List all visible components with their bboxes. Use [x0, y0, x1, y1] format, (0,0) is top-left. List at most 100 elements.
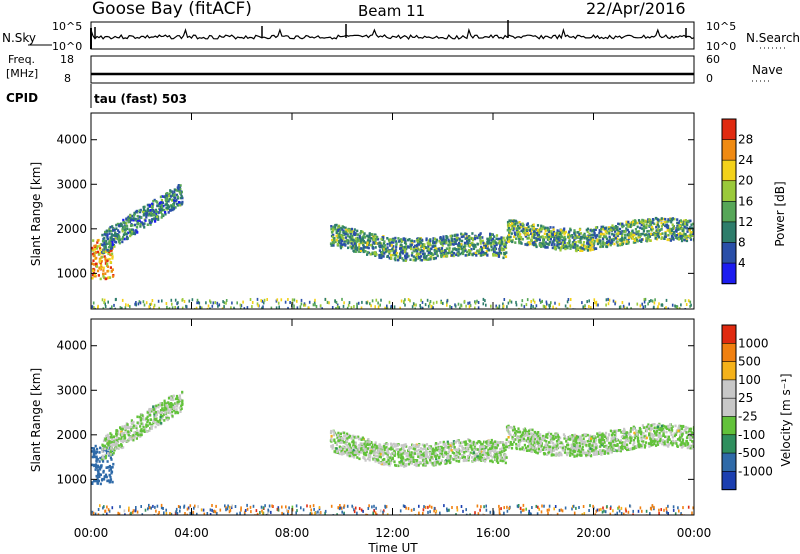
- data-cell: [350, 242, 353, 245]
- data-cell: [661, 236, 664, 239]
- data-cell: [105, 466, 108, 469]
- data-cell: [526, 222, 529, 225]
- data-cell: [575, 243, 578, 247]
- ground-scatter-cell: [111, 305, 113, 309]
- data-cell: [588, 243, 592, 246]
- data-cell: [102, 471, 105, 474]
- data-cell: [435, 252, 438, 256]
- data-cell: [619, 232, 622, 235]
- data-cell: [171, 410, 174, 414]
- data-cell: [487, 448, 490, 452]
- data-cell: [339, 230, 342, 233]
- data-cell: [596, 234, 599, 237]
- data-cell: [103, 243, 106, 247]
- data-cell: [511, 227, 514, 231]
- data-cell: [656, 232, 659, 235]
- ground-scatter-cell: [157, 299, 160, 303]
- data-cell: [457, 246, 460, 249]
- data-cell: [163, 419, 166, 422]
- data-cell: [498, 239, 501, 243]
- data-cell: [118, 437, 121, 440]
- data-cell: [362, 243, 365, 247]
- ground-scatter-cell: [671, 303, 674, 307]
- ground-scatter-cell: [304, 303, 307, 307]
- data-cell: [120, 446, 123, 450]
- data-cell: [366, 441, 369, 444]
- data-cell: [164, 409, 167, 413]
- data-cell: [147, 203, 150, 207]
- data-cell: [150, 409, 153, 413]
- data-cell: [462, 448, 465, 451]
- data-cell: [445, 235, 448, 238]
- ground-scatter-cell: [170, 298, 173, 302]
- data-cell: [452, 458, 455, 461]
- data-cell: [433, 460, 436, 464]
- data-cell: [105, 454, 108, 458]
- data-cell: [594, 228, 597, 231]
- data-cell: [499, 243, 502, 247]
- data-cell: [94, 262, 98, 266]
- data-cell: [106, 237, 109, 241]
- data-cell: [634, 221, 637, 225]
- data-cell: [406, 457, 409, 461]
- ground-scatter-cell: [196, 301, 198, 305]
- data-cell: [152, 405, 155, 408]
- ground-scatter-cell: [225, 301, 227, 305]
- data-cell: [504, 245, 507, 248]
- data-cell: [364, 444, 367, 447]
- data-cell: [631, 233, 634, 237]
- data-cell: [474, 454, 477, 457]
- data-cell: [564, 247, 567, 251]
- data-cell: [602, 225, 605, 229]
- ground-scatter-cell: [412, 302, 415, 306]
- data-cell: [106, 460, 109, 463]
- data-cell: [359, 442, 362, 445]
- data-cell: [581, 247, 584, 250]
- y-tick-label: 2000: [56, 222, 87, 236]
- data-cell: [541, 227, 544, 231]
- data-cell: [378, 244, 381, 248]
- data-cell: [480, 250, 484, 254]
- data-cell: [640, 240, 643, 243]
- data-cell: [363, 457, 366, 460]
- data-cell: [481, 458, 484, 461]
- data-cell: [169, 402, 173, 405]
- data-cell: [688, 229, 691, 232]
- data-cell: [167, 401, 170, 404]
- data-cell: [91, 455, 94, 459]
- ground-scatter-cell: [243, 307, 246, 309]
- data-cell: [489, 454, 493, 458]
- data-cell: [368, 239, 371, 243]
- data-cell: [446, 445, 449, 449]
- ground-scatter-cell: [404, 298, 406, 302]
- ground-scatter-cell: [665, 298, 668, 302]
- data-cell: [484, 252, 487, 255]
- data-cell: [113, 448, 116, 452]
- data-cell: [353, 242, 356, 245]
- data-cell: [387, 462, 390, 465]
- data-cell: [354, 244, 357, 248]
- data-cell: [577, 240, 580, 243]
- data-cell: [603, 227, 607, 230]
- data-cell: [591, 238, 594, 242]
- data-cell: [481, 442, 484, 446]
- data-cell: [526, 228, 529, 232]
- ground-scatter-cell: [482, 302, 485, 306]
- data-cell: [95, 463, 98, 466]
- data-cell: [339, 244, 342, 248]
- data-cell: [627, 225, 630, 228]
- data-cell: [444, 238, 447, 241]
- data-cell: [105, 242, 108, 246]
- data-cell: [509, 224, 512, 227]
- data-cell: [433, 250, 437, 254]
- ground-scatter-cell: [261, 306, 263, 309]
- data-cell: [495, 243, 498, 247]
- data-cell: [110, 233, 113, 236]
- data-cell: [165, 206, 168, 209]
- data-cell: [154, 215, 157, 218]
- data-cell: [588, 448, 591, 451]
- data-cell: [496, 443, 500, 447]
- data-cell: [417, 455, 420, 458]
- data-cell: [596, 239, 599, 243]
- data-cell: [591, 233, 594, 237]
